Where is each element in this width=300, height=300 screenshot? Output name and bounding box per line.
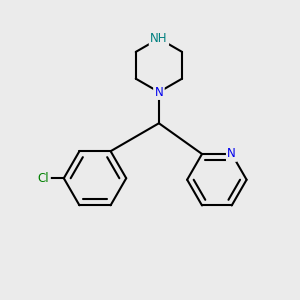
- Text: Cl: Cl: [38, 172, 50, 185]
- Text: NH: NH: [150, 32, 168, 45]
- Text: N: N: [227, 148, 236, 160]
- Text: N: N: [154, 85, 163, 98]
